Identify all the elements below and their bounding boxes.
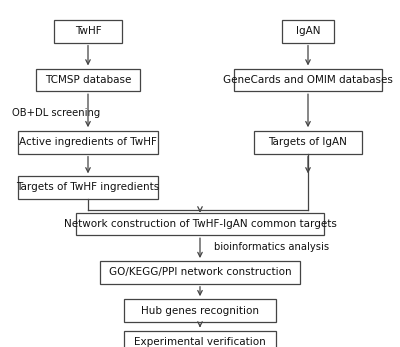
Text: Experimental verification: Experimental verification	[134, 337, 266, 347]
FancyBboxPatch shape	[18, 176, 158, 198]
FancyBboxPatch shape	[18, 131, 158, 154]
FancyBboxPatch shape	[254, 131, 362, 154]
FancyBboxPatch shape	[124, 330, 276, 347]
Text: IgAN: IgAN	[296, 26, 320, 36]
Text: bioinformatics analysis: bioinformatics analysis	[214, 242, 329, 252]
Text: TwHF: TwHF	[75, 26, 101, 36]
Text: GeneCards and OMIM databases: GeneCards and OMIM databases	[223, 75, 393, 85]
Text: TCMSP database: TCMSP database	[45, 75, 131, 85]
Text: OB+DL screening: OB+DL screening	[12, 108, 100, 118]
Text: Network construction of TwHF-IgAN common targets: Network construction of TwHF-IgAN common…	[64, 219, 336, 229]
Text: Targets of TwHF ingredients: Targets of TwHF ingredients	[16, 183, 160, 192]
FancyBboxPatch shape	[282, 20, 334, 43]
FancyBboxPatch shape	[76, 212, 324, 235]
Text: GO/KEGG/PPI network construction: GO/KEGG/PPI network construction	[109, 268, 291, 277]
FancyBboxPatch shape	[124, 299, 276, 322]
FancyBboxPatch shape	[100, 261, 300, 284]
Text: Targets of IgAN: Targets of IgAN	[268, 137, 348, 147]
FancyBboxPatch shape	[36, 69, 140, 91]
FancyBboxPatch shape	[234, 69, 382, 91]
FancyBboxPatch shape	[54, 20, 122, 43]
Text: Active ingredients of TwHF: Active ingredients of TwHF	[19, 137, 157, 147]
Text: Hub genes recognition: Hub genes recognition	[141, 306, 259, 315]
